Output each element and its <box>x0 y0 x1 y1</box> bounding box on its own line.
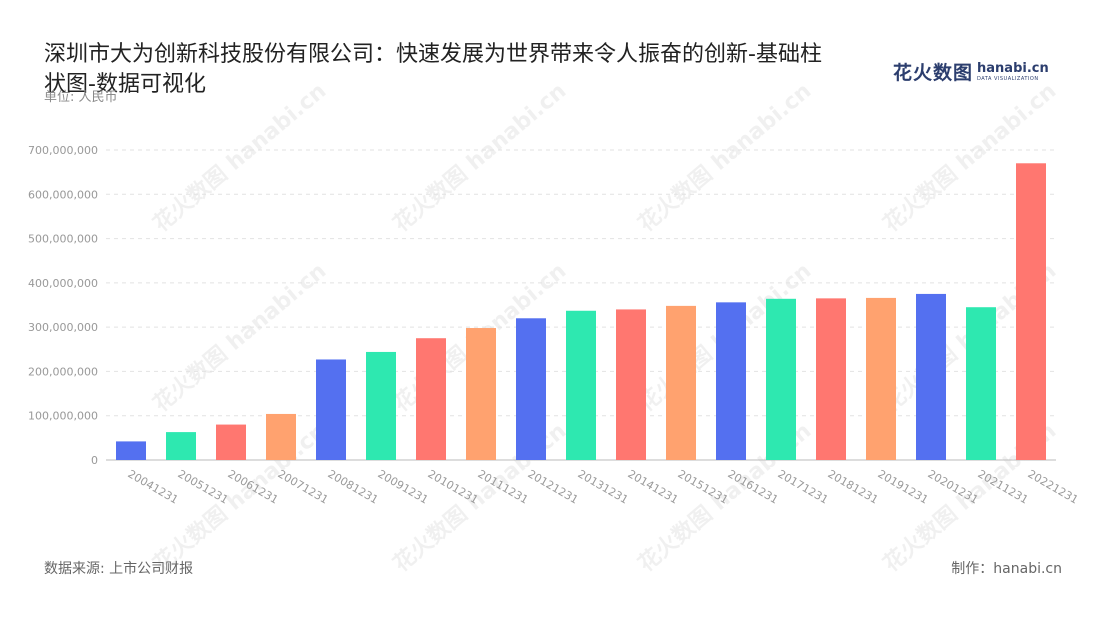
y-tick-label: 600,000,000 <box>28 188 98 201</box>
y-tick-label: 200,000,000 <box>28 365 98 378</box>
x-tick-label: 20081231 <box>326 467 381 506</box>
y-tick-label: 100,000,000 <box>28 410 98 423</box>
x-tick-label: 20161231 <box>726 467 781 506</box>
y-tick-label: 300,000,000 <box>28 321 98 334</box>
brand-logo: 花火数图 hanabi.cn DATA VISUALIZATION <box>893 58 1049 85</box>
bar-20131231[interactable] <box>566 310 596 460</box>
x-tick-label: 20091231 <box>376 467 431 506</box>
y-tick-label: 400,000,000 <box>28 277 98 290</box>
bar-20111231[interactable] <box>466 328 496 460</box>
bar-20101231[interactable] <box>416 338 446 460</box>
bars <box>116 163 1046 461</box>
bar-20201231[interactable] <box>916 293 946 460</box>
bar-20141231[interactable] <box>616 309 646 460</box>
bar-20151231[interactable] <box>666 305 696 460</box>
logo-subtitle: DATA VISUALIZATION <box>977 75 1039 82</box>
x-tick-label: 20181231 <box>826 467 881 506</box>
x-tick-label: 20171231 <box>776 467 831 506</box>
x-tick-label: 20131231 <box>576 467 631 506</box>
x-tick-label: 20041231 <box>126 467 181 506</box>
x-tick-label: 20201231 <box>926 467 981 506</box>
bar-20181231[interactable] <box>816 298 846 460</box>
x-axis-ticks: 2004123120051231200612312007123120081231… <box>126 467 1081 506</box>
data-source: 数据来源: 上市公司财报 <box>44 561 194 577</box>
x-tick-label: 20221231 <box>1026 467 1081 506</box>
bar-20051231[interactable] <box>166 432 196 460</box>
x-tick-label: 20121231 <box>526 467 581 506</box>
x-tick-label: 20101231 <box>426 467 481 506</box>
logo-text: 花火数图 <box>893 62 974 84</box>
x-tick-label: 20151231 <box>676 467 731 506</box>
x-tick-label: 20111231 <box>476 467 531 506</box>
unit-label: 单位: 人民币 <box>44 90 118 105</box>
bar-20081231[interactable] <box>316 359 346 460</box>
x-tick-label: 20141231 <box>626 467 681 506</box>
y-tick-label: 500,000,000 <box>28 233 98 246</box>
bar-20071231[interactable] <box>266 413 296 460</box>
y-tick-label: 700,000,000 <box>28 144 98 157</box>
bar-20121231[interactable] <box>516 318 546 460</box>
bar-20041231[interactable] <box>116 441 146 460</box>
chart-title: 深圳市大为创新科技股份有限公司：快速发展为世界带来令人振奋的创新-基础柱状图-数… <box>44 42 822 97</box>
y-axis-ticks: 0 100,000,000 200,000,000 300,000,000 400,00… <box>28 144 98 467</box>
bar-20061231[interactable] <box>216 424 246 460</box>
x-tick-label: 20061231 <box>226 467 281 506</box>
logo-domain-block: hanabi.cn DATA VISUALIZATION <box>977 60 1049 82</box>
logo-domain: hanabi.cn <box>977 60 1049 76</box>
bar-20091231[interactable] <box>366 351 396 460</box>
bar-20161231[interactable] <box>716 302 746 460</box>
x-tick-label: 20071231 <box>276 467 331 506</box>
y-tick-label: 0 <box>91 454 98 467</box>
bar-20171231[interactable] <box>766 298 796 460</box>
bar-20221231[interactable] <box>1016 163 1046 461</box>
x-tick-label: 20051231 <box>176 467 231 506</box>
bar-20211231[interactable] <box>966 307 996 460</box>
x-tick-label: 20191231 <box>876 467 931 506</box>
bar-20191231[interactable] <box>866 297 896 460</box>
x-tick-label: 20211231 <box>976 467 1031 506</box>
maker-credit: 制作：hanabi.cn <box>951 561 1062 577</box>
